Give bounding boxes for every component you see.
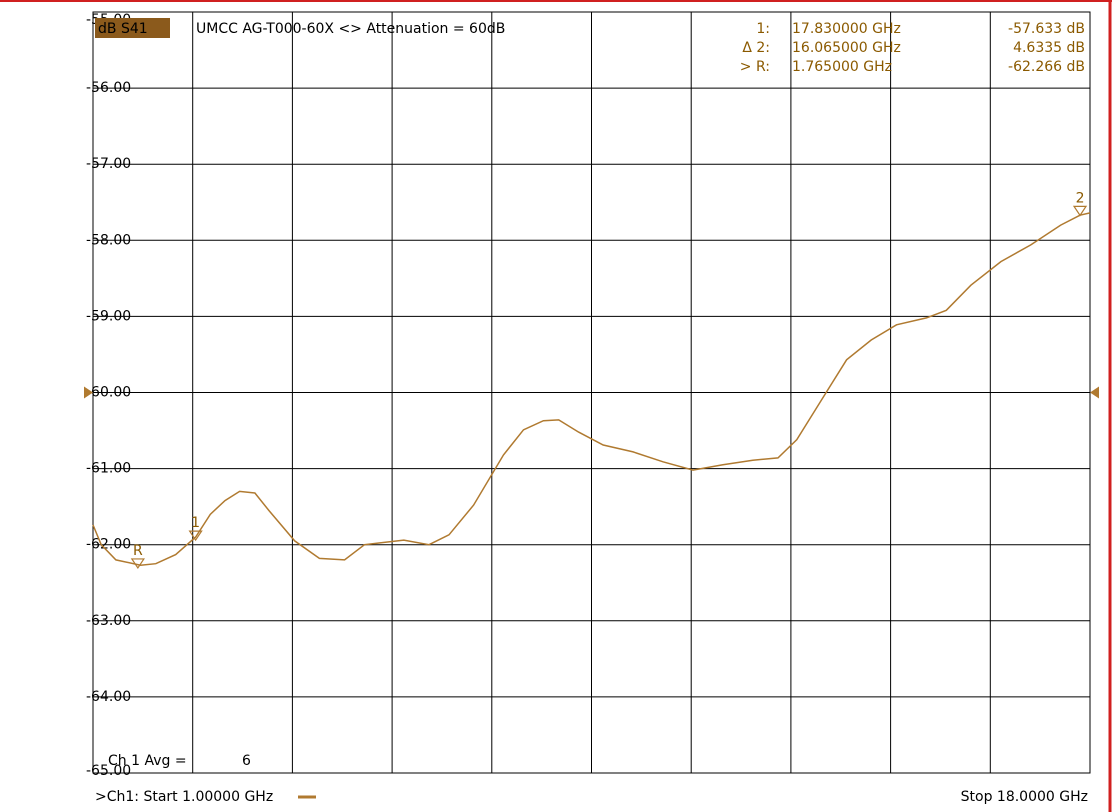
chart-title: UMCC AG-T000-60X <> Attenuation = 60dB: [196, 21, 505, 37]
marker-readout: 16.065000 GHz: [792, 40, 901, 56]
marker-readout: -57.633 dB: [1008, 21, 1085, 37]
y-tick-label: -64.00: [86, 689, 131, 705]
y-tick-label: -57.00: [86, 156, 131, 172]
trace-label-box: [95, 18, 170, 38]
start-label: >Ch1: Start 1.00000 GHz: [95, 789, 273, 805]
marker-label: 1: [191, 515, 200, 531]
marker-readout: 4.6335 dB: [1013, 40, 1085, 56]
y-tick-label: -61.00: [86, 461, 131, 477]
y-tick-label: -62.00: [86, 537, 131, 553]
marker-readout: 17.830000 GHz: [792, 21, 901, 37]
y-tick-label: -60.00: [86, 385, 131, 401]
marker-label: 2: [1076, 190, 1085, 206]
y-tick-label: -65.00: [86, 763, 131, 779]
y-tick-label: -63.00: [86, 613, 131, 629]
marker: [1072, 205, 1088, 217]
trace-label: dB S41: [98, 21, 148, 37]
marker-readout: 1:: [756, 21, 770, 37]
marker-readout: > R:: [740, 59, 770, 75]
avg-label: Ch 1 Avg =: [108, 753, 187, 769]
y-tick-label: -59.00: [86, 308, 131, 324]
trace: [92, 212, 1091, 566]
stop-label: Stop 18.0000 GHz: [961, 789, 1088, 805]
reference-arrow: [84, 386, 93, 399]
marker-readout: Δ 2:: [742, 40, 770, 56]
marker: [130, 558, 145, 570]
y-tick-label: -56.00: [86, 80, 131, 96]
marker-label: R: [133, 543, 143, 559]
marker: [188, 530, 203, 542]
marker-readout: 1.765000 GHz: [792, 59, 892, 75]
marker-readout: -62.266 dB: [1008, 59, 1085, 75]
y-tick-label: -58.00: [86, 232, 131, 248]
reference-arrow: [1090, 386, 1099, 399]
avg-value: 6: [242, 753, 251, 769]
